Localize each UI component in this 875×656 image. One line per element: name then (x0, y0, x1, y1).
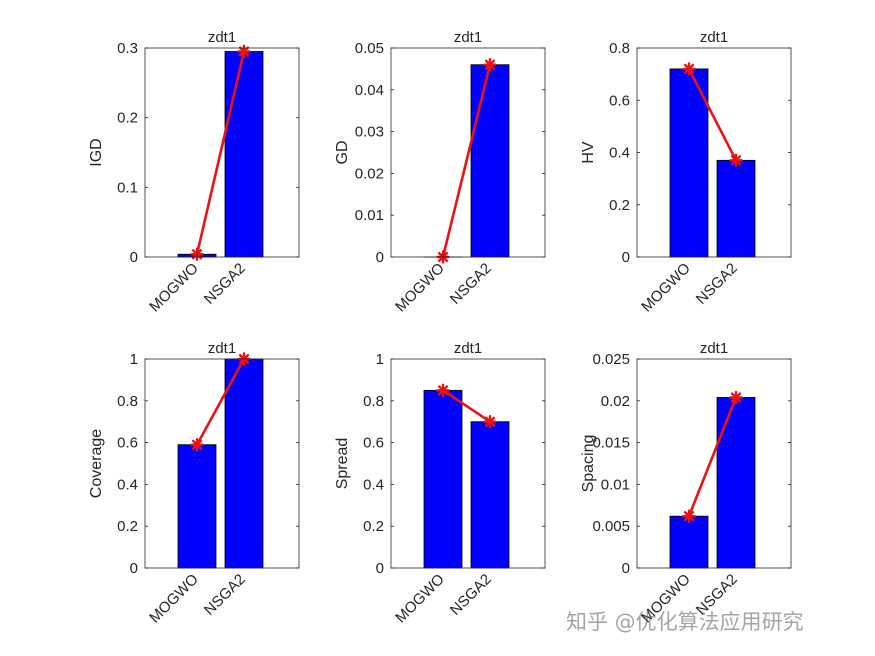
y-tick-label: 0.2 (117, 110, 138, 127)
y-tick-label: 0 (130, 560, 138, 577)
y-tick-label: 0 (130, 249, 138, 266)
value-line (195, 358, 246, 446)
bar-mogwo (423, 389, 463, 569)
y-tick-label: 0.2 (117, 518, 138, 535)
bar-nsga2 (224, 358, 264, 569)
x-tick-label-nsga2: NSGA2 (201, 571, 249, 619)
axes-box (390, 358, 546, 569)
x-tick-label-mogwo: MOGWO (638, 260, 694, 316)
axes-background (391, 359, 545, 568)
x-tick-label-nsga2: NSGA2 (447, 571, 495, 619)
subplot-coverage: 0 0.2 0.4 0.6 0.8 1 MOGWO NSGA2 zdt1 Coverage (88, 340, 300, 627)
y-tick-label: 0.3 (117, 40, 138, 57)
bar-mogwo (177, 444, 217, 569)
y-tick-label: 0.4 (609, 145, 630, 162)
axes-box (144, 47, 300, 258)
subplot-spread: 0 0.2 0.4 0.6 0.8 1 MOGWO NSGA2 zdt1 Spread (334, 340, 546, 627)
value-line (687, 68, 738, 161)
marker-mogwo (436, 383, 450, 398)
y-tick-label: 0.015 (592, 435, 630, 452)
y-tick-label: 0 (622, 560, 630, 577)
bar-nsga2 (716, 397, 756, 569)
y-tick-label: 0 (622, 249, 630, 266)
value-line (441, 64, 492, 258)
bar-nsga2 (224, 51, 264, 258)
value-line (442, 389, 491, 423)
y-tick-label: 0 (376, 560, 384, 577)
x-tick-label-mogwo: MOGWO (146, 260, 202, 316)
axes-background (637, 359, 791, 568)
y-tick-label: 0.05 (355, 40, 384, 57)
marker-mogwo (682, 509, 696, 523)
x-tick-label-mogwo: MOGWO (392, 260, 448, 316)
y-tick-label: 0.4 (117, 476, 138, 493)
y-tick-label: 0.8 (363, 393, 384, 410)
watermark: 知乎 @优化算法应用研究 (566, 610, 804, 634)
y-tick-label: 0.8 (117, 393, 138, 410)
axes-box (636, 358, 792, 569)
bar-nsga2 (470, 421, 510, 569)
y-tick-label: 0.01 (601, 476, 630, 493)
y-tick-label: 0.1 (117, 179, 138, 196)
y-axis-label: Coverage (88, 429, 105, 498)
axes-background (145, 48, 299, 257)
subplot-title: zdt1 (208, 340, 236, 357)
y-tick-label: 0.005 (592, 518, 630, 535)
marker-mogwo (682, 62, 696, 76)
y-tick-label: 0.04 (355, 82, 384, 99)
subplot-hv: 0 0.2 0.4 0.6 0.8 MOGWO NSGA2 zdt1 HV (580, 29, 792, 316)
y-tick-label: 0.4 (363, 476, 384, 493)
value-line (195, 51, 246, 255)
y-tick-label: 0.01 (355, 207, 384, 224)
bar-mogwo (669, 68, 709, 258)
subplot-gd: 0 0.01 0.02 0.03 0.04 0.05 MOGWO NSGA2 zdt1 GD (334, 29, 546, 316)
y-tick-label: 0.2 (609, 197, 630, 214)
axes-box (390, 47, 546, 258)
subplot-title: zdt1 (454, 29, 482, 46)
marker-nsga2 (729, 153, 743, 168)
marker-nsga2 (729, 390, 743, 405)
marker-nsga2 (483, 58, 497, 72)
x-tick-label-nsga2: NSGA2 (693, 260, 741, 308)
value-line (687, 396, 738, 517)
subplot-title: zdt1 (700, 29, 728, 46)
bar-nsga2 (716, 159, 756, 258)
y-tick-label: 0 (376, 249, 384, 266)
y-axis-label: Spacing (580, 435, 597, 493)
bar-nsga2 (470, 64, 510, 258)
marker-nsga2 (483, 415, 497, 429)
subplot-title: zdt1 (454, 340, 482, 357)
subplot-title: zdt1 (208, 29, 236, 46)
axes-background (145, 359, 299, 568)
y-axis-label: HV (580, 141, 597, 164)
x-tick-label-mogwo: MOGWO (146, 571, 202, 627)
y-tick-label: 0.03 (355, 124, 384, 141)
y-tick-label: 0.8 (609, 40, 630, 57)
y-tick-label: 0.6 (117, 435, 138, 452)
y-tick-label: 0.025 (592, 351, 630, 368)
bar-mogwo (669, 515, 709, 569)
subplot-title: zdt1 (700, 340, 728, 357)
axes-box (144, 358, 300, 569)
axes-background (637, 48, 791, 257)
y-tick-label: 1 (130, 351, 138, 368)
y-tick-label: 0.6 (609, 92, 630, 109)
y-tick-label: 0.2 (363, 518, 384, 535)
y-axis-label: IGD (88, 138, 105, 166)
x-tick-label-mogwo: MOGWO (392, 571, 448, 627)
marker-mogwo (190, 437, 204, 452)
y-tick-label: 0.6 (363, 435, 384, 452)
subplot-igd: 0 0.1 0.2 0.3 MOGWO NSGA2 zdt1 IGD (88, 29, 300, 316)
y-tick-label: 0.02 (355, 165, 384, 182)
y-axis-label: Spread (334, 438, 351, 490)
y-tick-label: 0.02 (601, 393, 630, 410)
y-axis-label: GD (334, 141, 351, 165)
x-tick-label-nsga2: NSGA2 (447, 260, 495, 308)
y-tick-label: 1 (376, 351, 384, 368)
x-tick-label-nsga2: NSGA2 (201, 260, 249, 308)
